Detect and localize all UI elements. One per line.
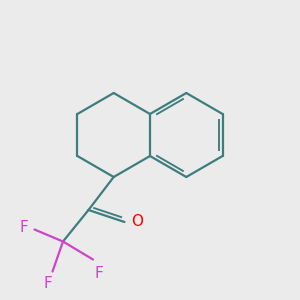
Text: F: F [94,266,103,280]
Text: F: F [20,220,28,236]
Text: O: O [131,214,143,230]
Text: F: F [44,276,52,291]
